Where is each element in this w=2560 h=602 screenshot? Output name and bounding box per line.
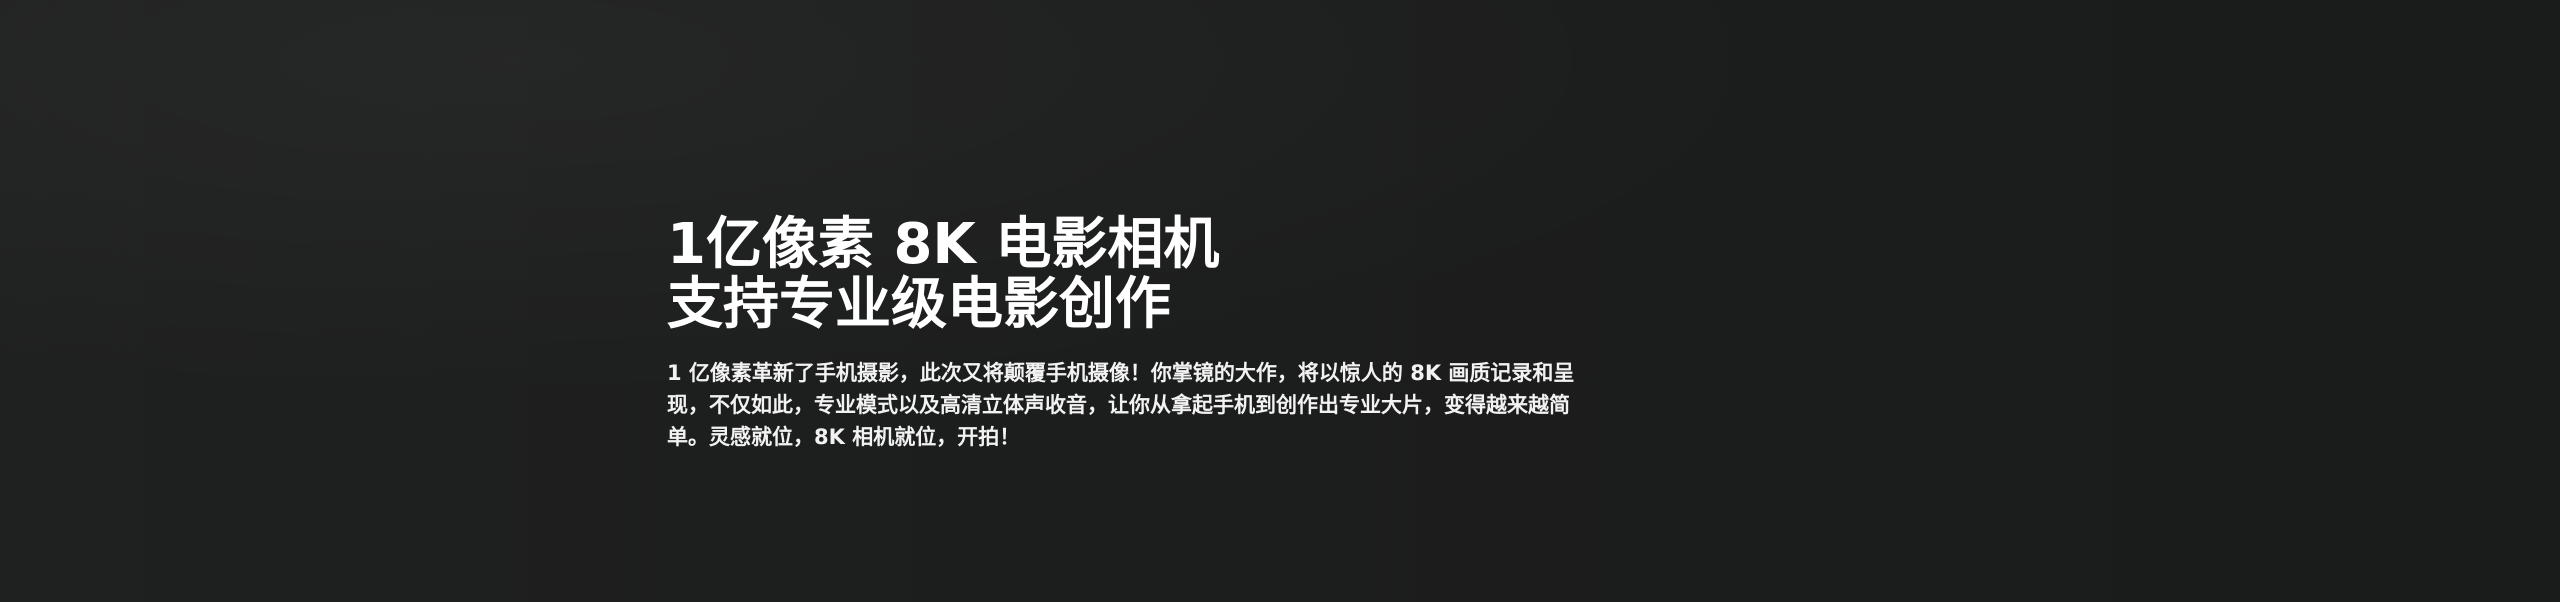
headline-line-1: 1亿像素 8K 电影相机 [667, 212, 1220, 277]
headline-line-2: 支持专业级电影创作 [667, 272, 1171, 337]
hero-description: 1 亿像素革新了手机摄影，此次又将颠覆手机摄像！你掌镜的大作，将以惊人的 8K … [667, 361, 1575, 449]
hero-content: 1亿像素 8K 电影相机 支持专业级电影创作 1 亿像素革新了手机摄影，此次又将… [667, 215, 1587, 453]
hero-headline: 1亿像素 8K 电影相机 支持专业级电影创作 [667, 215, 1587, 335]
